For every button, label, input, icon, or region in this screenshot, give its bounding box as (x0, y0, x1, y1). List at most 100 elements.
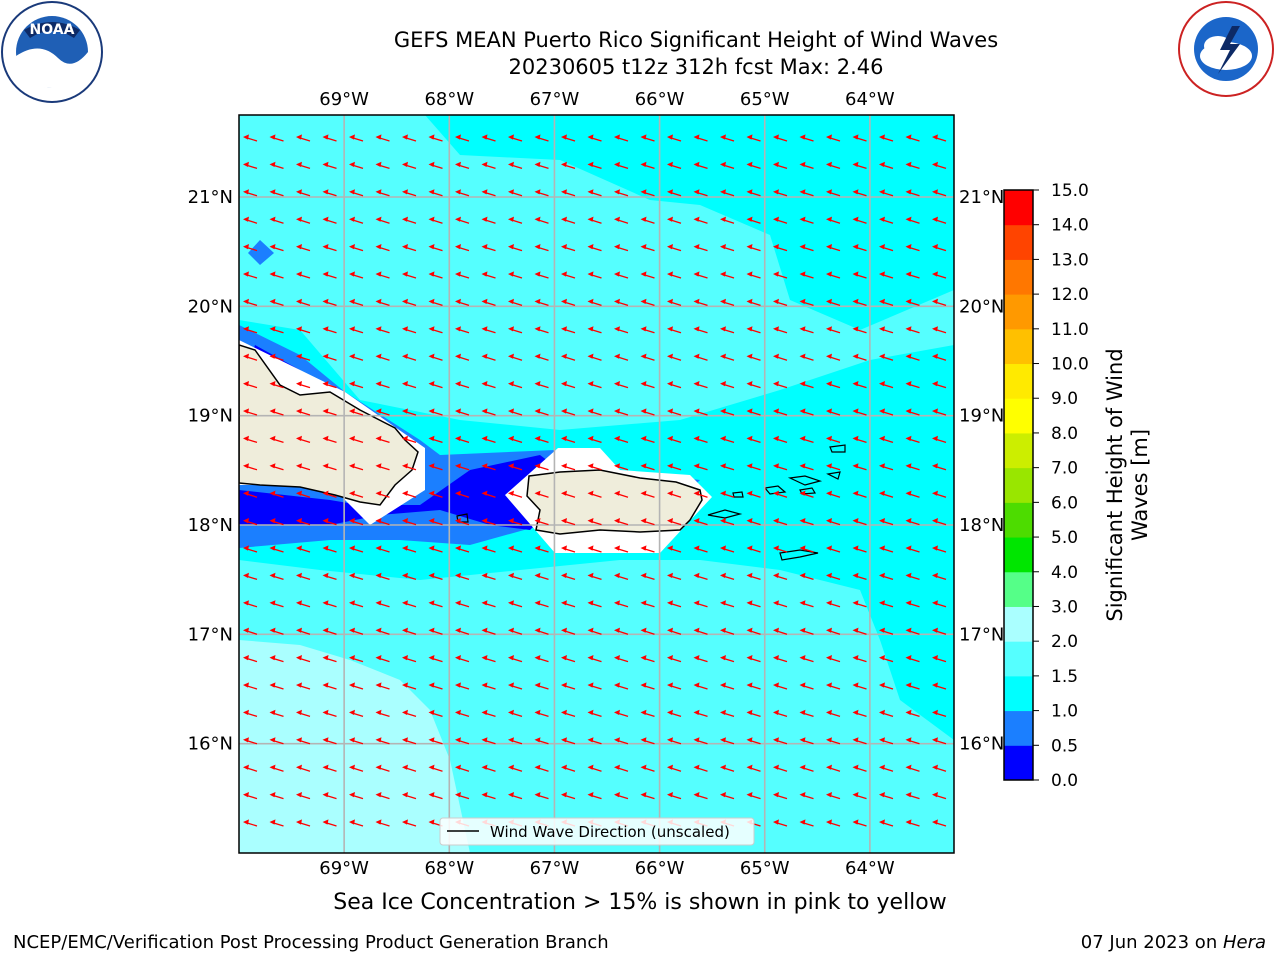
colorbar: 0.0 0.5 1.0 1.5 2.0 3.0 4.0 5.0 6.0 7.0 8.0 9.0 10.0… (1003, 181, 1152, 791)
wave-arrow-head (614, 189, 620, 195)
wave-arrow-head (826, 764, 832, 770)
colorbar-segment (1004, 190, 1033, 226)
wave-arrow-head (322, 161, 329, 167)
wave-arrow-head (879, 682, 885, 688)
colorbar-segment (1004, 467, 1033, 503)
wave-arrow-head (375, 463, 382, 469)
wave-arrow-head (455, 435, 461, 441)
wave-arrow-head (640, 298, 647, 304)
footer-date-text: 07 Jun 2023 on (1080, 932, 1223, 953)
wave-arrow-head (693, 381, 700, 387)
colorbar-tick-label: 9.0 (1051, 389, 1078, 409)
wave-arrow-head (799, 655, 806, 661)
wave-arrow-head (428, 655, 435, 661)
wave-arrow-head (508, 353, 514, 359)
wave-arrow-head (375, 627, 382, 633)
wave-arrow-head (667, 216, 673, 222)
wave-arrow-head (799, 600, 806, 606)
wave-arrow-head (667, 764, 673, 770)
wave-arrow-head (720, 737, 726, 743)
wave-arrow-head (455, 353, 461, 359)
wave-arrow-head (614, 627, 620, 633)
wave-arrow-head (746, 545, 753, 551)
wave-arrow-head (640, 353, 647, 359)
wave-arrow-head (322, 572, 329, 578)
wave-arrow-head (534, 518, 541, 524)
wave-arrow-head (799, 189, 806, 195)
wave-arrow-head (296, 709, 302, 715)
wave-arrow-head (773, 408, 779, 414)
wave-arrow-head (322, 134, 329, 140)
noaa-logo-text: NOAA (30, 22, 75, 38)
wave-arrow-head (349, 326, 355, 332)
wave-arrow-head (614, 518, 620, 524)
wave-arrow-head (375, 819, 382, 825)
wave-arrow-head (481, 627, 488, 633)
wave-arrow-head (693, 244, 700, 250)
wave-arrow-head (243, 572, 249, 578)
wave-arrow-head (826, 518, 832, 524)
wave-arrow-head (826, 326, 832, 332)
lon-tick-label-bottom: 68°W (424, 858, 474, 879)
wave-arrow-head (746, 463, 753, 469)
wave-arrow-head (932, 490, 938, 496)
wave-arrow-head (481, 545, 488, 551)
wave-arrow-head (349, 627, 355, 633)
wave-arrow-head (773, 709, 779, 715)
wave-arrow-head (826, 600, 832, 606)
wave-arrow-head (640, 682, 647, 688)
wave-arrow-head (932, 271, 938, 277)
wave-arrow-head (693, 627, 700, 633)
wave-arrow-head (826, 353, 832, 359)
wave-arrow-head (826, 627, 832, 633)
colorbar-tick-label: 5.0 (1051, 528, 1078, 548)
wave-arrow-head (481, 737, 488, 743)
wave-arrow-head (614, 161, 620, 167)
wave-arrow-head (455, 737, 461, 743)
wave-arrow-head (296, 353, 302, 359)
wave-arrow-head (932, 792, 938, 798)
wave-arrow-head (508, 189, 514, 195)
wave-arrow-head (720, 627, 726, 633)
wave-arrow-head (269, 518, 276, 524)
wave-arrow-head (879, 572, 885, 578)
wave-arrow-head (375, 326, 382, 332)
colorbar-segment (1004, 571, 1033, 607)
wave-arrow-head (826, 572, 832, 578)
wave-arrow-head (746, 161, 753, 167)
wave-arrow-head (587, 545, 594, 551)
lat-tick-label-right: 21°N (959, 187, 1004, 208)
wave-arrow-head (534, 216, 541, 222)
wave-arrow-head (455, 216, 461, 222)
wave-arrow-head (905, 271, 912, 277)
wave-arrow-head (905, 161, 912, 167)
lon-tick-label-top: 69°W (319, 89, 369, 110)
wave-arrow-head (932, 298, 938, 304)
wave-arrow-head (879, 600, 885, 606)
wave-arrow-head (534, 627, 541, 633)
wave-arrow-head (852, 737, 859, 743)
wave-arrow-head (243, 435, 249, 441)
wave-arrow-head (269, 326, 276, 332)
wave-arrow-head (693, 134, 700, 140)
wave-arrow-head (349, 682, 355, 688)
wave-arrow-head (269, 216, 276, 222)
wave-arrow-head (746, 572, 753, 578)
wave-arrow-head (375, 682, 382, 688)
wave-arrow-head (746, 216, 753, 222)
wave-arrow-head (269, 463, 276, 469)
wave-arrow-head (561, 161, 567, 167)
wave-arrow-head (481, 216, 488, 222)
wave-arrow-head (455, 792, 461, 798)
wave-arrow-head (455, 298, 461, 304)
wave-arrow-head (587, 600, 594, 606)
wave-arrow-head (826, 408, 832, 414)
wave-arrow-head (746, 764, 753, 770)
wave-arrow-head (746, 600, 753, 606)
wave-arrow-head (799, 271, 806, 277)
wave-arrow-head (481, 408, 488, 414)
wave-arrow-head (481, 353, 488, 359)
wave-arrow-head (243, 189, 249, 195)
wave-arrow-head (826, 737, 832, 743)
wave-arrow-head (481, 600, 488, 606)
